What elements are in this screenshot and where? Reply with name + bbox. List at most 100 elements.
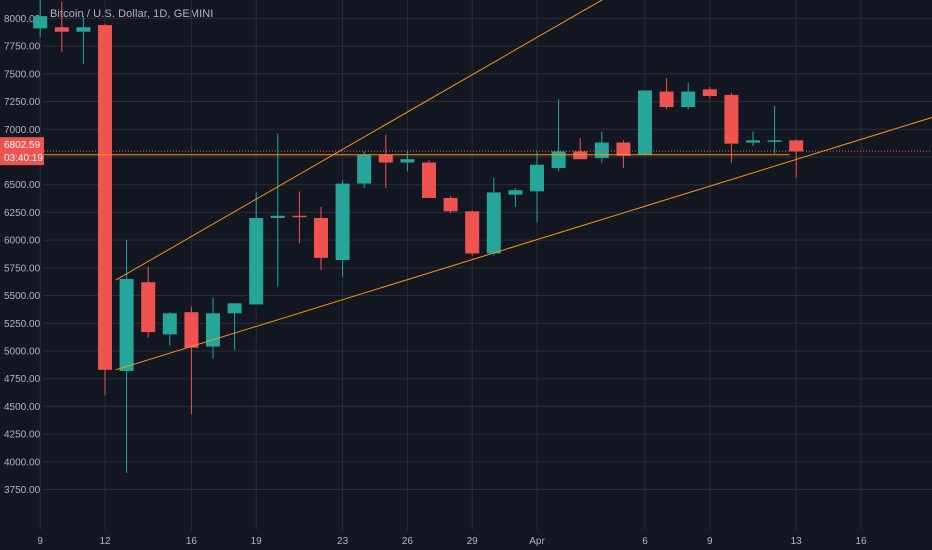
candle-body	[357, 154, 372, 184]
candle-body	[465, 211, 480, 254]
y-tick-label: 7750.00	[4, 42, 41, 53]
candle-body	[249, 217, 264, 305]
candle-body	[76, 27, 91, 32]
price-tag-box	[0, 137, 44, 166]
candle-down	[292, 191, 307, 244]
candle-down	[465, 210, 480, 256]
candle-body	[681, 91, 696, 108]
candle-body	[551, 151, 566, 169]
candle-up	[681, 82, 696, 110]
candle-body	[292, 215, 307, 218]
y-tick-label: 5250.00	[4, 319, 41, 330]
upper-trendline	[115, 0, 603, 281]
candle-body	[746, 140, 760, 143]
candle-body	[530, 164, 544, 192]
candle-body	[314, 217, 328, 258]
x-tick-label: 6	[642, 536, 648, 547]
candle-down	[54, 1, 69, 52]
candle-body	[767, 140, 782, 142]
candle-down	[314, 206, 328, 271]
candle-body	[98, 25, 112, 370]
candle-body	[119, 278, 134, 371]
price-tag-value: 6802.59	[4, 140, 41, 151]
candle-up	[249, 192, 264, 305]
candle-body	[33, 16, 48, 29]
candle-body	[508, 190, 523, 195]
x-tick-label: 19	[251, 536, 263, 547]
candle-body	[422, 162, 436, 198]
y-tick-label: 4750.00	[4, 374, 41, 385]
y-tick-label: 5500.00	[4, 291, 41, 302]
candle-down	[616, 140, 631, 169]
candle-body	[443, 197, 458, 212]
y-tick-label: 4250.00	[4, 430, 41, 441]
candle-up	[594, 131, 609, 163]
y-tick-label: 5000.00	[4, 346, 41, 357]
candle-body	[378, 154, 393, 163]
y-tick-label: 6500.00	[4, 180, 41, 191]
x-tick-label: 26	[402, 536, 414, 547]
x-tick-label: 9	[707, 536, 713, 547]
x-axis: 9121619232629Apr69131620	[37, 536, 867, 547]
candle-down	[724, 92, 739, 163]
x-tick-label: 16	[186, 536, 198, 547]
y-tick-label: 7500.00	[4, 69, 41, 80]
y-tick-label: 7250.00	[4, 97, 41, 108]
candle-up	[767, 105, 782, 154]
candle-up	[508, 188, 523, 207]
y-tick-label: 5750.00	[4, 263, 41, 274]
x-tick-label: 23	[337, 536, 349, 547]
chart-title: Bitcoin / U.S. Dollar, 1D, GEMINI	[50, 8, 214, 20]
price-tag-countdown: 03:40:19	[4, 153, 43, 164]
candle-up	[270, 133, 285, 287]
candle-up	[486, 178, 501, 256]
candle-down	[378, 134, 393, 189]
candle-up	[206, 297, 220, 359]
x-tick-label: 29	[467, 536, 479, 547]
candle-up	[162, 312, 177, 346]
candle-up	[33, 0, 48, 38]
candle-down	[573, 138, 588, 160]
candle-body	[486, 192, 501, 254]
candle-down	[659, 78, 674, 110]
y-tick-label: 3750.00	[4, 485, 41, 496]
candle-body	[573, 151, 588, 160]
candle-down	[702, 87, 717, 99]
y-tick-label: 8000.00	[4, 14, 41, 25]
candle-up	[551, 99, 566, 172]
candle-up	[638, 90, 652, 155]
grid	[39, 0, 932, 530]
candle-body	[141, 282, 156, 333]
candle-up	[357, 151, 372, 189]
candle-body	[638, 90, 652, 155]
x-tick-label: Apr	[529, 536, 545, 547]
y-tick-label: 7000.00	[4, 125, 41, 136]
candle-down	[98, 23, 112, 396]
y-tick-label: 4000.00	[4, 457, 41, 468]
candle-body	[789, 140, 804, 152]
candle-body	[616, 142, 631, 156]
candle-body	[594, 142, 609, 159]
candle-down	[422, 160, 436, 198]
trendlines[interactable]	[44, 0, 932, 371]
x-tick-label: 12	[99, 536, 111, 547]
y-tick-label: 6000.00	[4, 236, 41, 247]
candle-down	[443, 195, 458, 214]
candle-up	[400, 150, 415, 172]
y-tick-label: 4500.00	[4, 402, 41, 413]
lower-trendline	[115, 116, 932, 371]
candle-body	[400, 159, 415, 163]
candle-up	[76, 16, 91, 64]
candle-up	[119, 240, 134, 473]
candle-up	[227, 303, 242, 350]
x-tick-label: 13	[791, 536, 803, 547]
x-tick-label: 9	[37, 536, 43, 547]
candle-up	[530, 151, 544, 223]
candle-body	[54, 27, 69, 32]
candles	[33, 0, 804, 473]
candle-down	[184, 306, 199, 415]
candle-up	[335, 180, 350, 277]
x-tick-label: 16	[855, 536, 867, 547]
